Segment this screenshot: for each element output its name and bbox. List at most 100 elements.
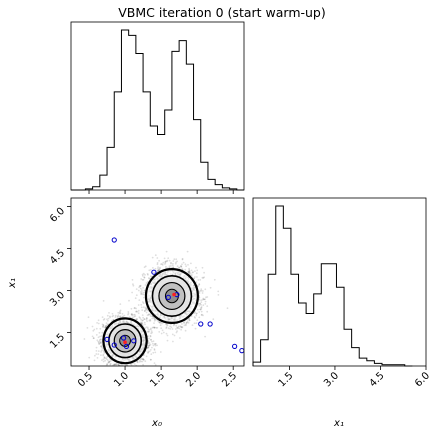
- sample-point: [106, 363, 109, 366]
- sample-point: [131, 313, 133, 316]
- sample-point: [198, 296, 201, 299]
- sample-point: [151, 340, 153, 343]
- sample-point: [135, 310, 138, 313]
- sample-point: [117, 314, 120, 316]
- sample-point: [151, 317, 154, 320]
- sample-point: [119, 315, 122, 317]
- sample-point: [188, 269, 191, 271]
- sample-point: [91, 335, 94, 338]
- sample-point: [120, 363, 123, 366]
- sample-point: [143, 296, 145, 299]
- sample-point: [144, 274, 146, 276]
- sample-point: [176, 330, 179, 332]
- sample-point: [174, 262, 177, 265]
- chart-title: VBMC iteration 0 (start warm-up): [118, 5, 326, 20]
- sample-point: [154, 344, 157, 347]
- sample-point: [133, 307, 136, 310]
- sample-point: [142, 302, 145, 305]
- sample-point: [190, 269, 193, 272]
- sample-point: [103, 351, 105, 353]
- sample-point: [149, 313, 151, 316]
- sample-point: [140, 321, 143, 324]
- sample-point: [102, 347, 104, 350]
- sample-point: [156, 344, 159, 347]
- sample-point: [119, 316, 122, 318]
- sample-point: [119, 309, 122, 312]
- sample-point: [146, 314, 149, 317]
- sample-point: [148, 344, 151, 347]
- sample-point: [99, 338, 101, 341]
- sample-point: [176, 265, 179, 268]
- sample-point: [139, 285, 142, 288]
- sample-point: [143, 318, 146, 320]
- sample-point: [156, 257, 159, 259]
- sample-point: [194, 311, 196, 313]
- sample-point: [155, 343, 157, 345]
- sample-point: [141, 358, 144, 361]
- sample-point: [153, 349, 156, 351]
- sample-point: [107, 359, 109, 361]
- sample-point: [142, 278, 145, 281]
- sample-point: [108, 367, 110, 369]
- sample-point: [153, 271, 156, 274]
- sample-point: [180, 326, 183, 329]
- sample-point: [107, 361, 110, 364]
- sample-point: [144, 265, 147, 268]
- sample-point: [181, 326, 184, 329]
- sample-point: [158, 268, 161, 271]
- sample-point: [200, 310, 203, 313]
- sample-point: [95, 353, 98, 355]
- sample-point: [157, 269, 159, 272]
- sample-point: [195, 314, 198, 317]
- sample-point: [105, 325, 107, 328]
- sample-point: [127, 311, 130, 313]
- sample-point: [105, 324, 108, 327]
- sample-point: [110, 359, 113, 362]
- sample-point: [141, 293, 144, 296]
- sample-point: [120, 367, 122, 369]
- sample-point: [170, 326, 173, 329]
- sample-point: [162, 261, 165, 264]
- sample-point: [195, 322, 198, 325]
- sample-point: [138, 316, 141, 319]
- sample-point: [166, 323, 168, 326]
- sample-point: [140, 289, 143, 291]
- sample-point: [195, 266, 197, 269]
- sample-point: [102, 324, 105, 327]
- sample-point: [112, 314, 115, 317]
- sample-point: [134, 315, 137, 318]
- sample-point: [97, 353, 100, 355]
- sample-point: [151, 346, 153, 349]
- sample-point: [83, 338, 86, 340]
- sample-point: [193, 312, 196, 314]
- sample-point: [149, 368, 151, 370]
- sample-point: [100, 335, 103, 337]
- sample-point: [153, 326, 156, 329]
- sample-point: [127, 369, 129, 371]
- sample-point: [183, 321, 185, 324]
- sample-point: [113, 364, 116, 366]
- sample-point: [106, 355, 109, 358]
- sample-point: [154, 254, 157, 257]
- sample-point: [118, 364, 120, 366]
- sample-point: [196, 308, 199, 311]
- sample-point: [200, 288, 203, 290]
- sample-point: [126, 368, 128, 370]
- sample-point: [202, 277, 205, 279]
- sample-point: [123, 367, 125, 369]
- sample-point: [184, 268, 187, 271]
- sample-point: [141, 291, 143, 293]
- sample-point: [165, 250, 168, 253]
- sample-point: [202, 297, 205, 300]
- sample-point: [198, 311, 201, 313]
- sample-point: [128, 299, 130, 302]
- sample-point: [100, 354, 102, 357]
- sample-point: [144, 308, 147, 311]
- sample-point: [188, 270, 191, 273]
- sample-point: [100, 346, 103, 349]
- sample-point: [97, 340, 100, 343]
- sample-point: [150, 358, 152, 361]
- sample-point: [117, 363, 120, 366]
- sample-point: [141, 322, 144, 325]
- sample-point: [153, 326, 156, 329]
